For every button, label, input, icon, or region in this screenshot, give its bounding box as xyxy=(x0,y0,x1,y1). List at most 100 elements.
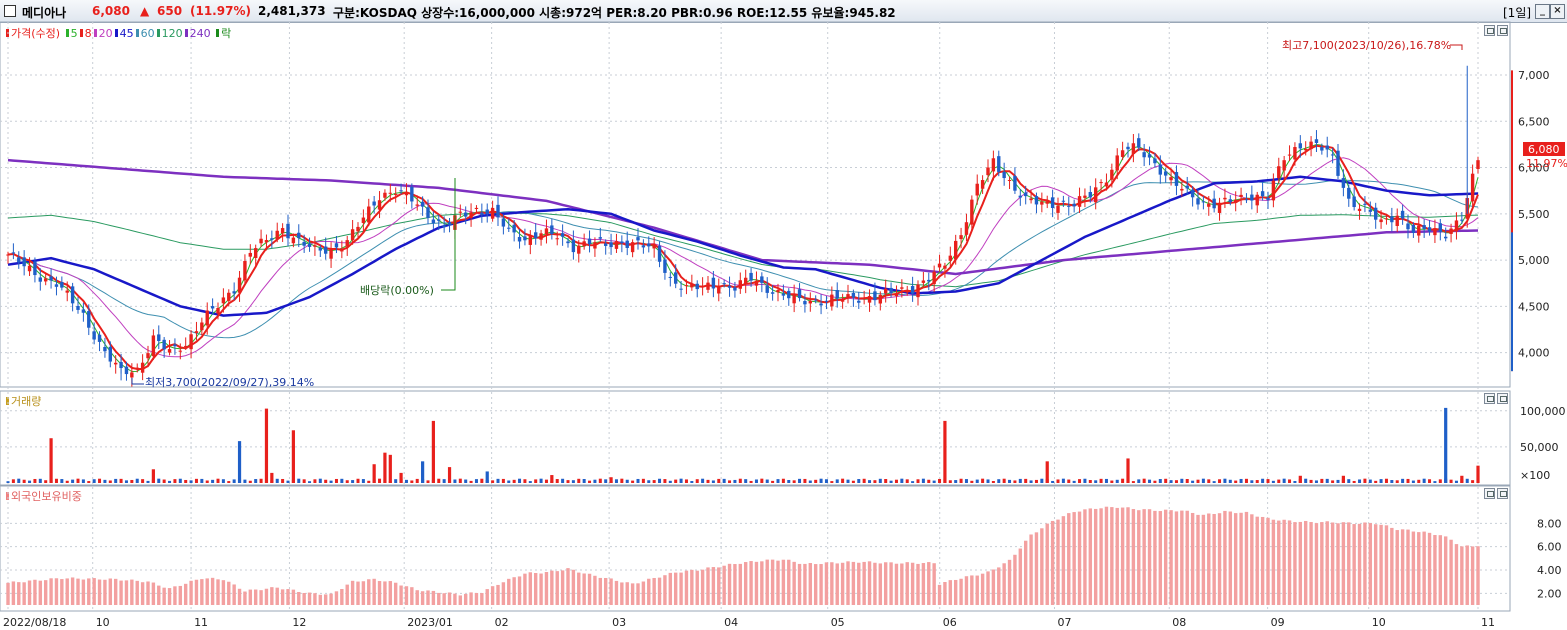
moving-average-lines xyxy=(7,143,1479,373)
foreign-bar xyxy=(1002,563,1006,605)
ma-legend-240: 240 xyxy=(189,27,211,40)
volume-bar xyxy=(324,479,328,483)
ma-legend-item[interactable]: 120 xyxy=(155,27,183,40)
candle-body xyxy=(749,272,753,281)
stock-name[interactable]: 메디아나 xyxy=(22,6,67,20)
candle-body xyxy=(743,277,748,284)
volume-bar xyxy=(17,478,21,483)
ma-legend-item[interactable]: 5 xyxy=(64,27,78,40)
foreign-bar xyxy=(1417,532,1421,605)
volume-bar xyxy=(846,479,850,483)
foreign-bar xyxy=(1007,559,1012,605)
volume-bar xyxy=(194,478,198,483)
volume-bar xyxy=(534,479,538,483)
ma-legend-item[interactable]: 60 xyxy=(134,27,155,40)
candle-body xyxy=(1147,154,1152,158)
foreign-tick-label: 8.00 xyxy=(1537,517,1562,530)
volume-bar xyxy=(1137,479,1141,483)
volume-bar xyxy=(1347,479,1351,483)
volume-bar xyxy=(550,475,554,483)
foreign-bar xyxy=(6,582,10,605)
volume-bar xyxy=(469,480,473,483)
foreign-bar xyxy=(770,559,775,605)
price-panel-maximize-button[interactable] xyxy=(1484,25,1495,36)
volume-bar xyxy=(900,478,904,483)
volume-bar xyxy=(986,479,990,483)
volume-bar xyxy=(841,478,845,483)
volume-bar xyxy=(410,480,414,483)
volume-bar xyxy=(835,479,839,483)
candle-body xyxy=(991,158,996,172)
volume-bar xyxy=(1368,479,1372,483)
foreign-bar xyxy=(1470,546,1475,605)
candle-body xyxy=(997,156,1001,172)
volume-bar xyxy=(264,408,269,483)
candle-body xyxy=(496,204,500,218)
foreign-panel-maximize-button[interactable] xyxy=(1484,488,1495,499)
ma-legend-item[interactable]: 20 xyxy=(92,27,113,40)
foreign-bar xyxy=(657,577,662,605)
ma-legend-item[interactable]: 8 xyxy=(78,27,92,40)
foreign-bar xyxy=(490,586,495,605)
foreign-bar xyxy=(1093,508,1098,605)
candle-body xyxy=(905,290,909,293)
volume-bar xyxy=(598,478,602,483)
foreign-bar xyxy=(1045,523,1049,605)
candle-body xyxy=(291,237,296,244)
candle-body xyxy=(87,311,91,328)
volume-bar xyxy=(302,479,306,483)
candle-body xyxy=(1137,138,1141,148)
ma-legend-item[interactable]: 240 xyxy=(183,27,211,40)
volume-bar xyxy=(733,479,737,483)
volume-bar xyxy=(124,480,128,483)
foreign-bar xyxy=(221,580,226,605)
low-price-note: 최저3,700(2022/09/27),39.14% xyxy=(145,376,314,389)
candle-body xyxy=(264,240,269,243)
volume-bar xyxy=(555,479,559,483)
foreign-bar xyxy=(1040,528,1044,605)
candle-body xyxy=(130,372,134,378)
foreign-bar xyxy=(442,593,446,605)
volume-bar xyxy=(367,480,371,483)
period-selector[interactable]: [1일] xyxy=(1503,6,1532,20)
candle-body xyxy=(517,236,522,242)
candle-body xyxy=(1180,188,1184,191)
volume-bar xyxy=(372,464,376,483)
volume-bar xyxy=(1094,480,1098,483)
volume-panel-maximize-button[interactable] xyxy=(1484,393,1495,404)
candle-body xyxy=(512,224,516,233)
current-price: 6,080 xyxy=(92,4,130,18)
select-checkbox[interactable] xyxy=(4,5,16,17)
volume-bar xyxy=(1282,478,1286,483)
candle-body xyxy=(528,235,533,245)
volume-bar xyxy=(588,480,592,483)
foreign-bar xyxy=(383,581,387,605)
volume-bar xyxy=(248,480,252,483)
ma-legend-item[interactable]: 45 xyxy=(113,27,134,40)
volume-bar xyxy=(905,479,909,483)
foreign-bar xyxy=(533,573,538,605)
foreign-bar xyxy=(1072,512,1076,605)
volume-bar xyxy=(1288,479,1292,483)
volume-bar xyxy=(44,480,48,483)
foreign-bar xyxy=(1422,531,1426,605)
foreign-panel-close-button[interactable] xyxy=(1497,488,1508,499)
candle-body xyxy=(157,334,161,342)
foreign-bar xyxy=(135,580,139,605)
volume-bar xyxy=(87,481,91,483)
foreign-bar xyxy=(1260,516,1265,605)
volume-bar xyxy=(658,478,662,483)
candle-body xyxy=(340,249,344,252)
volume-bar xyxy=(878,478,882,483)
close-button[interactable]: × xyxy=(1550,4,1565,19)
volume-panel-close-button[interactable] xyxy=(1497,393,1508,404)
candle-body xyxy=(647,243,651,247)
candle-body xyxy=(857,300,861,303)
price-panel-close-button[interactable] xyxy=(1497,25,1508,36)
candle-body xyxy=(641,245,646,248)
foreign-bar xyxy=(1443,536,1448,605)
minimize-button[interactable]: _ xyxy=(1535,4,1550,19)
foreign-bar xyxy=(582,573,586,605)
candle-body xyxy=(345,240,349,247)
